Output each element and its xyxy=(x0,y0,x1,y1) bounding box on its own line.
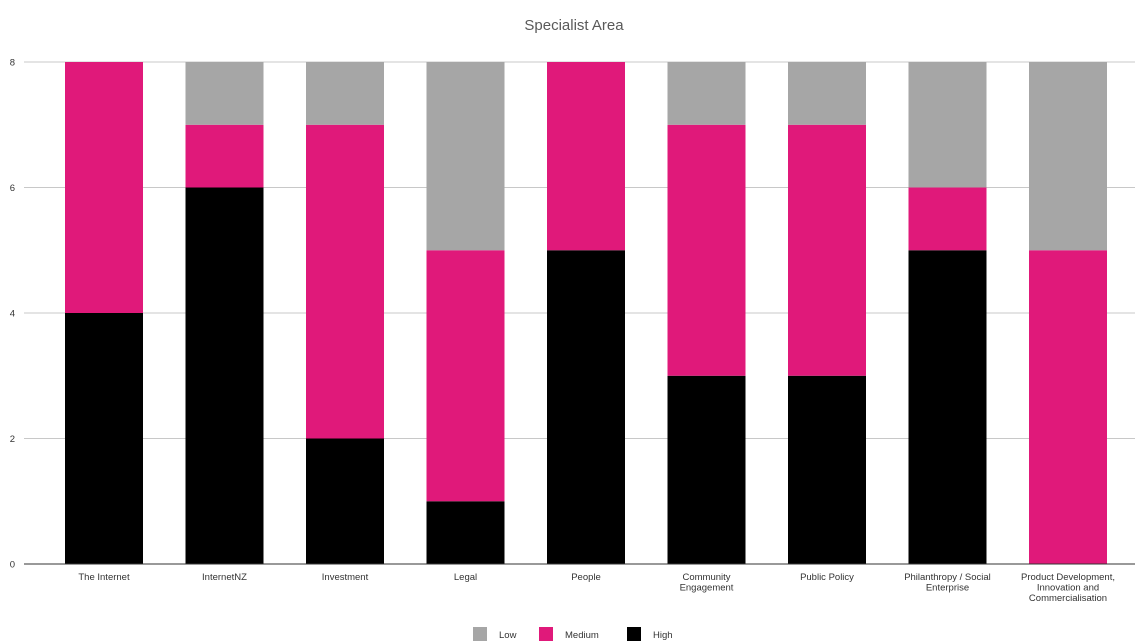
bar-low-5 xyxy=(667,62,746,125)
legend-label-high: High xyxy=(653,630,673,641)
x-tick-label: Product Development, Innovation and Commer… xyxy=(1021,572,1115,604)
legend-swatch-low xyxy=(473,627,487,641)
bar-low-3 xyxy=(426,62,505,251)
bar-high-4 xyxy=(547,250,625,564)
bar-high-2 xyxy=(306,438,384,564)
bar-high-3 xyxy=(426,501,505,564)
bar-low-8 xyxy=(1029,62,1107,251)
legend: Low Medium High xyxy=(473,627,673,641)
y-tick-label: 6 xyxy=(10,183,15,194)
legend-label-medium: Medium xyxy=(565,630,599,641)
bar-high-0 xyxy=(65,313,143,564)
bar-low-2 xyxy=(306,62,384,125)
y-tick-label: 4 xyxy=(10,309,15,320)
chart-title: Specialist Area xyxy=(524,17,624,34)
axes: The Internet InternetNZ Investment Legal Peo… xyxy=(24,563,1135,604)
x-tick-label: InternetNZ xyxy=(202,572,247,583)
x-tick-label: People xyxy=(571,572,601,583)
y-tick-label: 8 xyxy=(10,58,15,69)
x-tick-label: Investment xyxy=(322,572,369,583)
y-tick-label: 0 xyxy=(10,560,15,571)
y-tick-label: 2 xyxy=(10,434,15,445)
legend-swatch-high xyxy=(627,627,641,641)
bar-high-6 xyxy=(788,375,866,564)
bar-medium-2 xyxy=(306,124,384,439)
bars xyxy=(65,62,1107,564)
x-tick-label: The Internet xyxy=(78,572,130,583)
bar-medium-0 xyxy=(65,62,143,313)
legend-swatch-medium xyxy=(539,627,553,641)
bar-medium-6 xyxy=(788,124,866,376)
bar-low-7 xyxy=(908,62,987,188)
bar-high-1 xyxy=(185,187,264,564)
x-tick-label: Community Engagement xyxy=(680,572,734,594)
legend-label-low: Low xyxy=(499,630,517,641)
bar-high-7 xyxy=(908,250,987,564)
bar-medium-7 xyxy=(908,187,987,251)
bar-medium-1 xyxy=(185,124,264,188)
bar-medium-8 xyxy=(1029,250,1107,564)
bar-medium-5 xyxy=(667,124,746,376)
bar-high-5 xyxy=(667,375,746,564)
bar-low-1 xyxy=(185,62,264,125)
x-tick-label: Public Policy xyxy=(800,572,854,583)
bar-low-6 xyxy=(788,62,866,125)
bar-medium-4 xyxy=(547,62,625,251)
x-tick-label: Philanthropy / Social Enterprise xyxy=(904,572,991,594)
bar-medium-3 xyxy=(426,250,505,502)
x-tick-label: Legal xyxy=(454,572,477,583)
